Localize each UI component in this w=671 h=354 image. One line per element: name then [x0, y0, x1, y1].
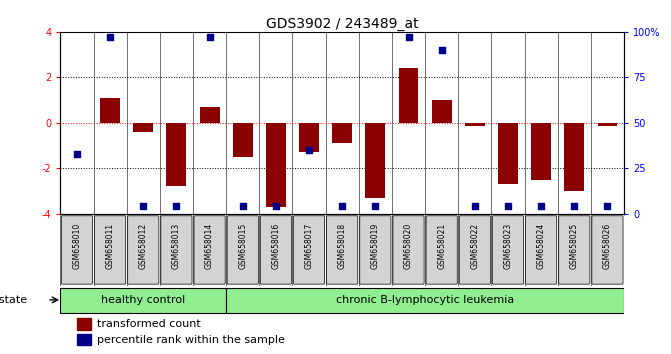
Title: GDS3902 / 243489_at: GDS3902 / 243489_at	[266, 17, 419, 31]
Bar	[498, 123, 518, 184]
FancyBboxPatch shape	[493, 216, 523, 284]
FancyBboxPatch shape	[327, 216, 358, 284]
Point	[602, 204, 613, 209]
Bar	[77, 318, 91, 330]
Text: chronic B-lymphocytic leukemia: chronic B-lymphocytic leukemia	[336, 295, 514, 305]
Text: GSM658012: GSM658012	[139, 223, 148, 269]
Text: GSM658019: GSM658019	[371, 223, 380, 269]
FancyBboxPatch shape	[525, 216, 557, 284]
Text: GSM658022: GSM658022	[470, 223, 479, 269]
FancyBboxPatch shape	[260, 216, 291, 284]
Bar	[332, 123, 352, 143]
Point	[238, 204, 248, 209]
FancyBboxPatch shape	[194, 216, 225, 284]
Point	[503, 204, 513, 209]
Point	[470, 204, 480, 209]
Bar	[531, 123, 551, 179]
Bar	[366, 123, 385, 198]
Point	[370, 204, 380, 209]
Text: GSM658010: GSM658010	[72, 223, 81, 269]
Bar	[465, 123, 484, 126]
Bar	[134, 123, 153, 132]
Bar	[597, 123, 617, 126]
Text: disease state: disease state	[0, 295, 28, 305]
Text: healthy control: healthy control	[101, 295, 185, 305]
Point	[304, 147, 315, 153]
Text: GSM658015: GSM658015	[238, 223, 247, 269]
Bar	[266, 123, 286, 207]
FancyBboxPatch shape	[293, 216, 325, 284]
Text: GSM658018: GSM658018	[338, 223, 347, 269]
FancyBboxPatch shape	[61, 216, 93, 284]
Text: GSM658013: GSM658013	[172, 223, 181, 269]
Text: GSM658020: GSM658020	[404, 223, 413, 269]
Bar	[166, 123, 187, 186]
FancyBboxPatch shape	[161, 216, 192, 284]
FancyBboxPatch shape	[426, 216, 457, 284]
Point	[337, 204, 348, 209]
FancyBboxPatch shape	[127, 216, 159, 284]
Bar	[399, 68, 419, 123]
Text: GSM658011: GSM658011	[105, 223, 115, 269]
Text: GSM658025: GSM658025	[570, 223, 579, 269]
FancyBboxPatch shape	[226, 288, 624, 313]
Text: GSM658024: GSM658024	[537, 223, 546, 269]
FancyBboxPatch shape	[227, 216, 258, 284]
Bar	[564, 123, 584, 191]
Point	[403, 34, 414, 40]
Text: percentile rank within the sample: percentile rank within the sample	[97, 335, 285, 345]
Bar	[431, 100, 452, 123]
Point	[105, 34, 115, 40]
Point	[270, 204, 281, 209]
FancyBboxPatch shape	[393, 216, 424, 284]
Bar	[233, 123, 253, 157]
Point	[204, 34, 215, 40]
Text: GSM658017: GSM658017	[305, 223, 313, 269]
Text: GSM658026: GSM658026	[603, 223, 612, 269]
FancyBboxPatch shape	[592, 216, 623, 284]
Bar	[200, 107, 219, 123]
Point	[138, 204, 149, 209]
Text: transformed count: transformed count	[97, 319, 201, 329]
FancyBboxPatch shape	[559, 216, 590, 284]
Bar	[299, 123, 319, 152]
Bar	[77, 334, 91, 345]
Point	[72, 151, 83, 156]
Text: GSM658023: GSM658023	[503, 223, 513, 269]
FancyBboxPatch shape	[459, 216, 491, 284]
Point	[569, 204, 580, 209]
Text: GSM658021: GSM658021	[437, 223, 446, 269]
Point	[535, 204, 546, 209]
FancyBboxPatch shape	[360, 216, 391, 284]
Bar	[100, 98, 120, 123]
FancyBboxPatch shape	[95, 216, 125, 284]
Point	[436, 47, 447, 53]
Text: GSM658014: GSM658014	[205, 223, 214, 269]
FancyBboxPatch shape	[60, 288, 226, 313]
Point	[171, 204, 182, 209]
Text: GSM658016: GSM658016	[271, 223, 280, 269]
